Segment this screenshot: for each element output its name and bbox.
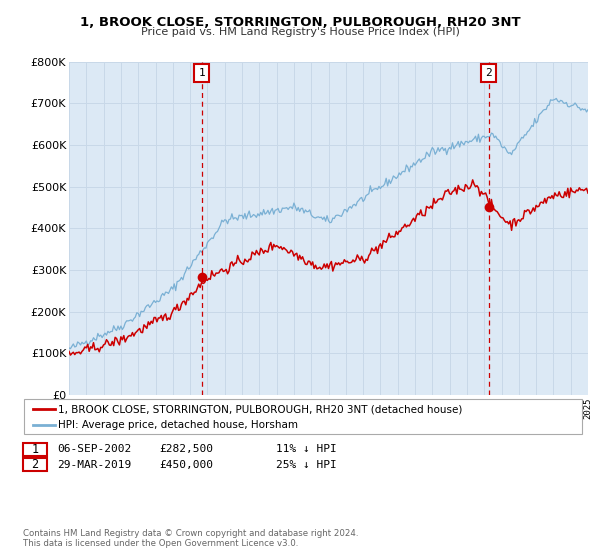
Text: Price paid vs. HM Land Registry's House Price Index (HPI): Price paid vs. HM Land Registry's House … [140, 27, 460, 37]
Text: 2: 2 [31, 458, 38, 472]
Text: 06-SEP-2002: 06-SEP-2002 [57, 444, 131, 454]
Text: £450,000: £450,000 [159, 460, 213, 470]
Text: 1: 1 [31, 442, 38, 456]
Text: 29-MAR-2019: 29-MAR-2019 [57, 460, 131, 470]
Text: £282,500: £282,500 [159, 444, 213, 454]
Text: 11% ↓ HPI: 11% ↓ HPI [276, 444, 337, 454]
Text: 25% ↓ HPI: 25% ↓ HPI [276, 460, 337, 470]
Text: This data is licensed under the Open Government Licence v3.0.: This data is licensed under the Open Gov… [23, 539, 298, 548]
Text: 1, BROOK CLOSE, STORRINGTON, PULBOROUGH, RH20 3NT (detached house): 1, BROOK CLOSE, STORRINGTON, PULBOROUGH,… [58, 404, 463, 414]
Text: 2: 2 [485, 68, 492, 78]
Text: Contains HM Land Registry data © Crown copyright and database right 2024.: Contains HM Land Registry data © Crown c… [23, 529, 358, 538]
Text: HPI: Average price, detached house, Horsham: HPI: Average price, detached house, Hors… [58, 421, 298, 430]
Text: 1, BROOK CLOSE, STORRINGTON, PULBOROUGH, RH20 3NT: 1, BROOK CLOSE, STORRINGTON, PULBOROUGH,… [80, 16, 520, 29]
Text: 1: 1 [199, 68, 205, 78]
